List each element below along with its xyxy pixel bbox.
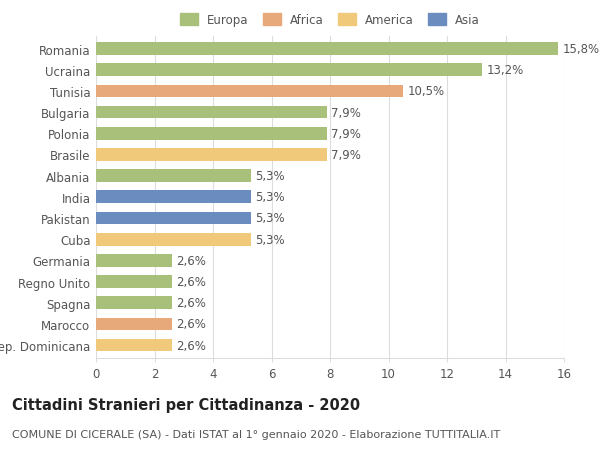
Bar — [96, 85, 403, 98]
Bar — [96, 106, 327, 119]
Bar — [96, 128, 327, 140]
Text: 2,6%: 2,6% — [176, 254, 206, 267]
Text: 2,6%: 2,6% — [176, 318, 206, 330]
Text: 15,8%: 15,8% — [563, 43, 599, 56]
Text: 2,6%: 2,6% — [176, 275, 206, 288]
Text: 5,3%: 5,3% — [256, 191, 285, 204]
Text: 10,5%: 10,5% — [407, 85, 445, 98]
Bar — [96, 318, 172, 330]
Bar — [96, 339, 172, 352]
Text: 5,3%: 5,3% — [256, 212, 285, 225]
Bar — [96, 297, 172, 309]
Text: 5,3%: 5,3% — [256, 233, 285, 246]
Bar — [96, 43, 558, 56]
Bar — [96, 64, 482, 77]
Bar — [96, 275, 172, 288]
Legend: Europa, Africa, America, Asia: Europa, Africa, America, Asia — [176, 11, 484, 31]
Text: 7,9%: 7,9% — [331, 128, 361, 140]
Text: 2,6%: 2,6% — [176, 339, 206, 352]
Text: 7,9%: 7,9% — [331, 106, 361, 119]
Text: 13,2%: 13,2% — [487, 64, 524, 77]
Text: 5,3%: 5,3% — [256, 170, 285, 183]
Bar — [96, 254, 172, 267]
Text: 7,9%: 7,9% — [331, 149, 361, 162]
Text: 2,6%: 2,6% — [176, 297, 206, 309]
Text: Cittadini Stranieri per Cittadinanza - 2020: Cittadini Stranieri per Cittadinanza - 2… — [12, 397, 360, 412]
Bar — [96, 191, 251, 204]
Text: COMUNE DI CICERALE (SA) - Dati ISTAT al 1° gennaio 2020 - Elaborazione TUTTITALI: COMUNE DI CICERALE (SA) - Dati ISTAT al … — [12, 429, 500, 439]
Bar — [96, 233, 251, 246]
Bar — [96, 170, 251, 183]
Bar — [96, 149, 327, 162]
Bar — [96, 212, 251, 225]
